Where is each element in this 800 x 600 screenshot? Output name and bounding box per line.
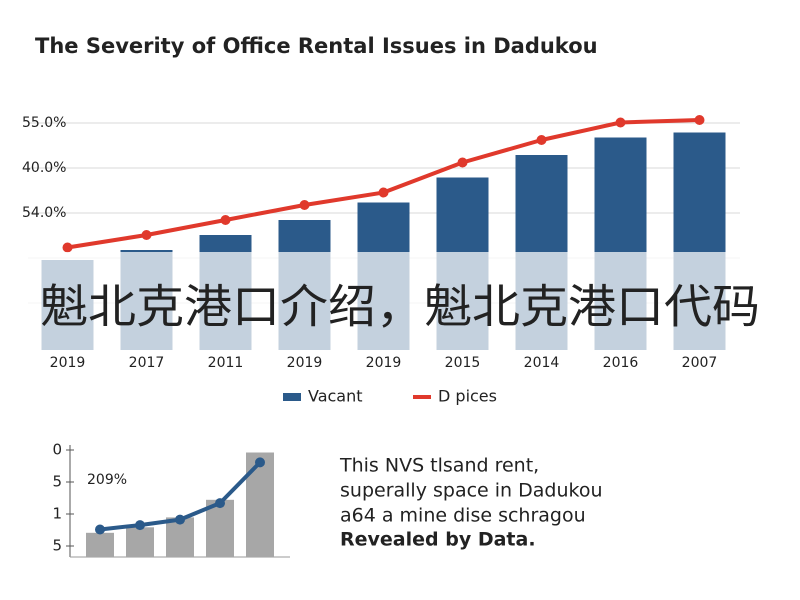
x-tick-label: 2007 — [682, 355, 718, 371]
legend-label: Vacant — [308, 387, 363, 406]
y-tick-label: 5 — [52, 473, 62, 491]
x-tick-label: 2019 — [50, 355, 86, 371]
point — [215, 498, 225, 509]
point — [299, 200, 310, 210]
y-tick-label: 55.0% — [22, 115, 66, 131]
point — [536, 135, 547, 145]
x-tick-label: 2017 — [129, 355, 165, 371]
y-tick-label: 0 — [52, 441, 62, 459]
point — [694, 115, 705, 125]
point — [457, 157, 468, 168]
point — [95, 524, 105, 535]
caption-line: This NVS tlsand rent, — [339, 455, 539, 477]
bar — [246, 452, 274, 557]
chart-title: The Severity of Office Rental Issues in … — [35, 34, 598, 58]
x-tick-label: 2015 — [445, 355, 481, 371]
point — [135, 520, 145, 531]
y-tick-label: 5 — [52, 537, 62, 555]
point — [255, 457, 265, 468]
x-tick-label: 2016 — [603, 355, 639, 371]
legend-label: D pices — [438, 387, 497, 406]
y-tick-label: 40.0% — [22, 160, 66, 176]
caption-line: a64 a mine dise schragou — [340, 505, 586, 527]
annotation: 209% — [87, 472, 127, 488]
legend-swatch — [283, 393, 301, 401]
point — [220, 215, 231, 225]
overlay-band — [0, 252, 800, 350]
bar — [126, 527, 154, 557]
x-tick-label: 2019 — [366, 355, 402, 371]
point — [175, 514, 185, 525]
y-tick-label: 54.0% — [22, 205, 66, 221]
bar — [86, 532, 114, 557]
x-tick-label: 2019 — [287, 355, 323, 371]
y-tick-label: 1 — [52, 505, 62, 523]
caption-line: superally space in Dadukou — [340, 480, 603, 502]
caption-bold: Revealed by Data. — [340, 529, 536, 551]
x-tick-label: 2011 — [208, 355, 244, 371]
x-tick-label: 2014 — [524, 355, 560, 371]
point — [615, 117, 626, 128]
point — [62, 242, 73, 253]
point — [141, 230, 152, 240]
bar — [206, 499, 234, 557]
overlay-text: 魁北克港口介绍，魁北克港口代码 — [40, 280, 760, 334]
point — [378, 187, 389, 198]
